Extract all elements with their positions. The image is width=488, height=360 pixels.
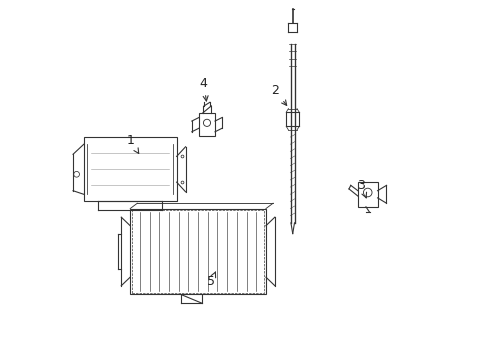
Text: 2: 2 xyxy=(271,84,286,105)
Text: 1: 1 xyxy=(126,134,139,153)
Bar xyxy=(357,182,377,207)
Bar xyxy=(83,137,176,202)
Text: 5: 5 xyxy=(206,272,215,288)
Bar xyxy=(132,210,264,293)
Bar xyxy=(130,208,265,294)
Text: 4: 4 xyxy=(200,77,208,101)
Bar xyxy=(199,113,215,136)
Text: 3: 3 xyxy=(356,179,366,198)
